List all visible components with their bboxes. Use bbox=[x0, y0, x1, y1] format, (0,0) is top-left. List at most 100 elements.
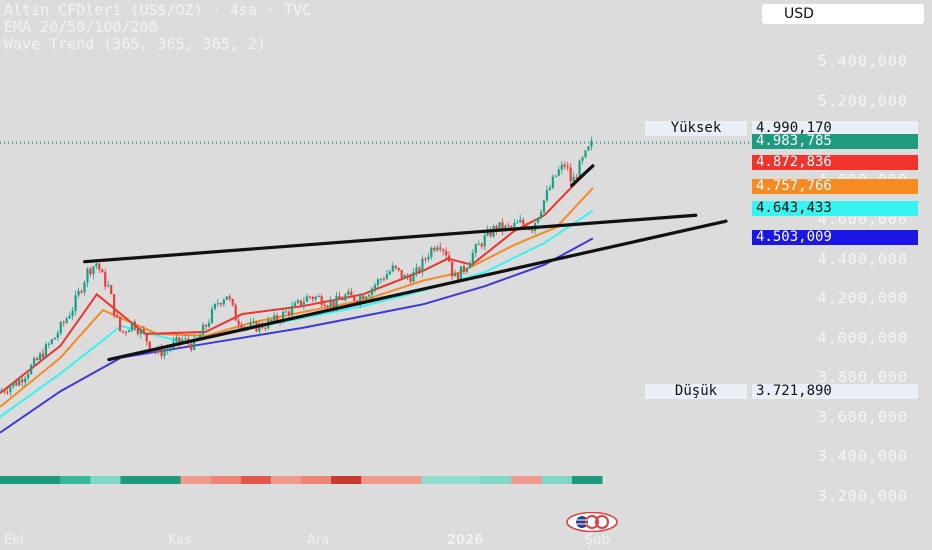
candle-body bbox=[459, 266, 463, 281]
candle-body bbox=[201, 324, 205, 335]
candle-body bbox=[136, 328, 139, 335]
wave-trend-indicator-label[interactable]: Wave Trend (365, 365, 365, 2) bbox=[4, 35, 266, 53]
candle-body bbox=[590, 140, 593, 147]
wave-trend-bar bbox=[210, 476, 242, 484]
price-label-value: 4.990,170 bbox=[752, 121, 918, 136]
candle-body bbox=[326, 306, 329, 308]
candle-body bbox=[86, 268, 89, 283]
candle-body bbox=[424, 258, 427, 260]
wave-trend-bar bbox=[511, 476, 543, 484]
candle-body bbox=[338, 295, 341, 300]
ema-50-line bbox=[0, 187, 594, 408]
candle-body bbox=[181, 339, 184, 342]
price-label-value: 4.872,836 bbox=[752, 155, 918, 170]
candle-body bbox=[53, 337, 56, 340]
price-label-value: 4.983,785 bbox=[752, 134, 918, 149]
candle-body bbox=[332, 301, 335, 308]
candle-body bbox=[575, 176, 578, 178]
price-tick: 4.200,000 bbox=[817, 289, 908, 308]
candle-body bbox=[175, 337, 178, 342]
wave-trend-bar bbox=[571, 476, 603, 484]
candle-body bbox=[344, 294, 347, 301]
price-tick: 3.800,000 bbox=[817, 368, 908, 387]
candle-body bbox=[80, 290, 83, 293]
candle-body bbox=[557, 169, 560, 176]
candle-body bbox=[362, 295, 365, 300]
candle-body bbox=[569, 167, 572, 182]
candle-body bbox=[477, 243, 480, 245]
candle-body bbox=[35, 358, 39, 360]
ema-200-line bbox=[0, 237, 594, 434]
candle-body bbox=[118, 317, 122, 331]
candle-body bbox=[462, 266, 466, 272]
candle-body bbox=[323, 304, 326, 307]
candle-body bbox=[92, 266, 95, 275]
wave-trend-bar bbox=[120, 476, 151, 484]
candle-body bbox=[121, 330, 125, 333]
candle-body bbox=[41, 353, 45, 358]
trendline-3 bbox=[570, 164, 595, 188]
candle-body bbox=[415, 267, 418, 273]
candle-body bbox=[276, 315, 279, 321]
candle-body bbox=[193, 338, 196, 350]
candle-body bbox=[350, 291, 353, 296]
candle-body bbox=[110, 285, 113, 295]
candle-body bbox=[166, 349, 169, 351]
candle-body bbox=[142, 329, 145, 334]
time-tick: Eki bbox=[4, 533, 24, 548]
candle-body bbox=[65, 318, 68, 323]
candle-body bbox=[98, 263, 101, 270]
candle-body bbox=[199, 334, 202, 338]
candle-body bbox=[3, 390, 6, 392]
candle-body bbox=[317, 296, 320, 298]
candle-body bbox=[522, 219, 525, 225]
candle-body bbox=[314, 296, 317, 300]
candle-body bbox=[468, 263, 471, 268]
candle-body bbox=[104, 272, 107, 287]
price-tick: 4.400,000 bbox=[817, 249, 908, 268]
candle-body bbox=[237, 320, 240, 325]
candle-body bbox=[448, 255, 451, 262]
wave-trend-bar bbox=[451, 476, 483, 484]
candle-body bbox=[353, 295, 356, 301]
candle-body bbox=[560, 164, 563, 170]
candle-body bbox=[68, 316, 71, 319]
candle-body bbox=[284, 311, 288, 313]
candle-body bbox=[219, 303, 222, 305]
time-tick: Ara bbox=[307, 533, 330, 548]
candle-body bbox=[373, 284, 377, 289]
candle-body bbox=[204, 324, 208, 327]
candle-body bbox=[101, 269, 104, 273]
time-tick: Kas bbox=[168, 533, 192, 548]
symbol-title[interactable]: Altın CFDleri (US$/OZ) · 4sa · TVC bbox=[4, 1, 312, 19]
wave-trend-bar bbox=[361, 476, 392, 484]
candle-body bbox=[62, 322, 65, 324]
candle-body bbox=[133, 321, 136, 329]
candle-body bbox=[293, 302, 297, 307]
candle-body bbox=[495, 226, 498, 231]
candle-body bbox=[107, 285, 110, 287]
candle-body bbox=[421, 258, 424, 273]
ema-indicator-label[interactable]: EMA 20/50/100/200 bbox=[4, 18, 158, 36]
currency-selector[interactable]: USD bbox=[762, 4, 924, 24]
candle-body bbox=[542, 200, 546, 213]
chart-legend: Altın CFDleri (US$/OZ) · 4sa · TVC EMA 2… bbox=[4, 2, 311, 53]
broker-logo bbox=[566, 512, 618, 532]
candle-body bbox=[418, 267, 421, 273]
price-label-value: 4.643,433 bbox=[752, 201, 918, 216]
candle-body bbox=[445, 250, 448, 256]
candle-body bbox=[430, 247, 433, 257]
candle-body bbox=[44, 344, 48, 358]
candle-body bbox=[391, 265, 394, 272]
candle-body bbox=[367, 294, 371, 297]
wave-trend-bar bbox=[240, 476, 272, 484]
candle-body bbox=[433, 247, 436, 251]
candle-body bbox=[376, 279, 380, 285]
candle-body bbox=[329, 301, 332, 307]
candle-body bbox=[388, 271, 391, 275]
candle-body bbox=[465, 267, 469, 272]
candle-body bbox=[56, 333, 59, 338]
candle-body bbox=[379, 279, 383, 281]
